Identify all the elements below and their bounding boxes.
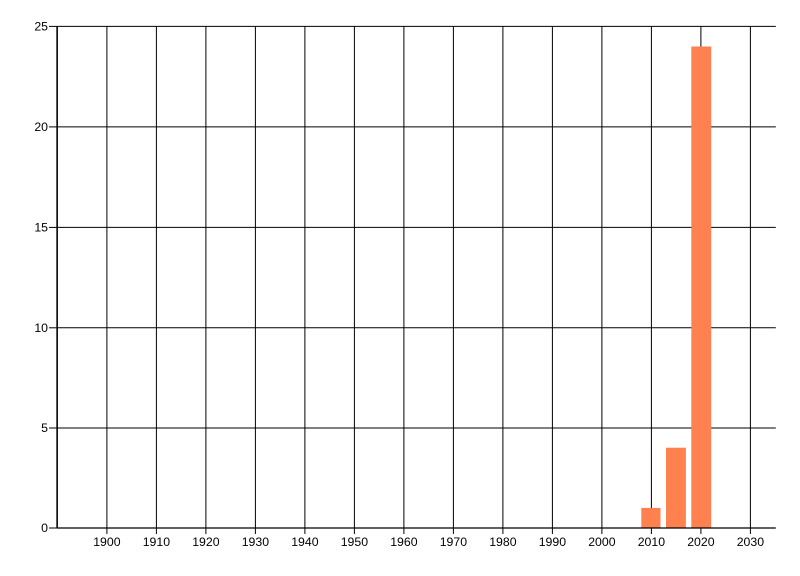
- svg-text:1950: 1950: [341, 535, 369, 549]
- svg-text:25: 25: [34, 20, 48, 34]
- svg-text:1900: 1900: [93, 535, 121, 549]
- svg-text:2030: 2030: [737, 535, 765, 549]
- svg-text:0: 0: [41, 521, 48, 535]
- svg-text:1960: 1960: [390, 535, 418, 549]
- svg-text:1920: 1920: [192, 535, 220, 549]
- svg-text:1970: 1970: [440, 535, 468, 549]
- svg-text:2000: 2000: [588, 535, 616, 549]
- svg-text:20: 20: [34, 120, 48, 134]
- svg-text:1940: 1940: [291, 535, 319, 549]
- svg-text:1930: 1930: [242, 535, 270, 549]
- svg-text:1980: 1980: [489, 535, 517, 549]
- svg-text:1910: 1910: [143, 535, 171, 549]
- svg-text:5: 5: [41, 421, 48, 435]
- svg-text:15: 15: [34, 221, 48, 235]
- svg-text:1990: 1990: [539, 535, 567, 549]
- svg-text:2010: 2010: [638, 535, 666, 549]
- svg-text:10: 10: [34, 321, 48, 335]
- svg-text:2020: 2020: [687, 535, 715, 549]
